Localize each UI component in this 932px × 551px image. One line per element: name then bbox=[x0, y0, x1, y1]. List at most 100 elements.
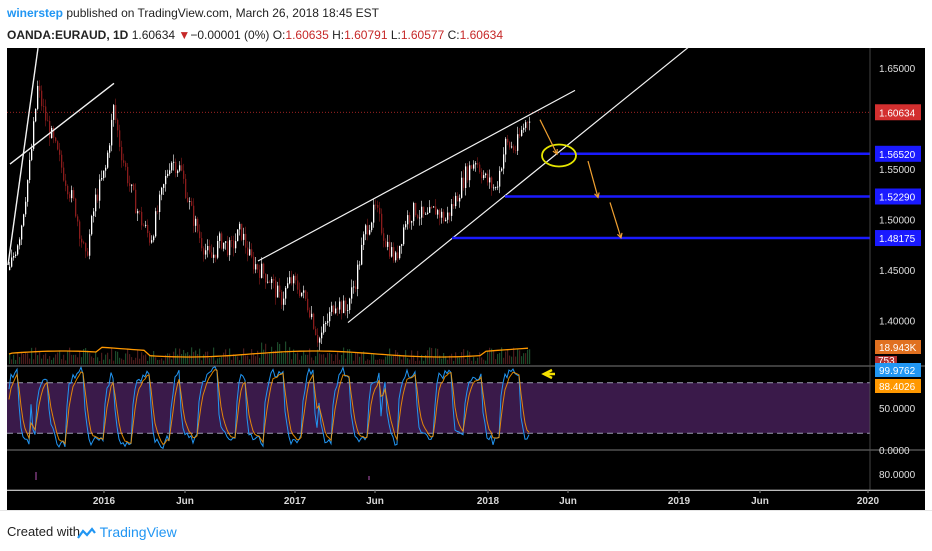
candle-body bbox=[491, 177, 493, 188]
candle-body bbox=[353, 286, 355, 288]
volume-bar bbox=[177, 354, 179, 364]
tradingview-logo[interactable]: TradingView bbox=[76, 524, 177, 540]
candle-body bbox=[37, 85, 39, 109]
candle-body bbox=[499, 170, 501, 187]
candle-body bbox=[183, 170, 185, 179]
volume-bar bbox=[295, 353, 297, 364]
volume-bar bbox=[491, 348, 493, 364]
candle-body bbox=[307, 298, 309, 311]
lower-pane-bar bbox=[35, 472, 37, 480]
candle-body bbox=[249, 249, 251, 256]
volume-bar bbox=[117, 351, 119, 364]
candle-body bbox=[329, 311, 331, 322]
volume-bar bbox=[379, 358, 381, 364]
candle-body bbox=[199, 231, 201, 239]
candle-body bbox=[237, 229, 239, 242]
volume-bar bbox=[317, 349, 319, 364]
candle-body bbox=[469, 165, 471, 181]
volume-bar bbox=[19, 357, 21, 364]
candle-body bbox=[9, 266, 11, 271]
chart-canvas[interactable]: 1.56520 1.52290 1.48175 1.65000 1.55000 1.500… bbox=[0, 48, 932, 510]
volume-tag-2 bbox=[875, 356, 897, 365]
volume-bar bbox=[215, 360, 217, 364]
candle-body bbox=[287, 283, 289, 288]
candle-body bbox=[445, 219, 447, 222]
low-label: L: bbox=[390, 28, 401, 42]
volume-tag-label: 18.943K bbox=[879, 343, 917, 354]
volume-bar bbox=[371, 354, 373, 364]
volume-bar bbox=[521, 356, 523, 364]
projection-arrow bbox=[609, 202, 622, 238]
volume-bar bbox=[85, 348, 87, 364]
candle-body bbox=[207, 246, 209, 251]
volume-bar bbox=[403, 355, 405, 364]
volume-bar bbox=[375, 359, 377, 364]
volume-bar bbox=[67, 351, 69, 364]
volume-bar bbox=[249, 359, 251, 364]
volume-bar bbox=[37, 355, 39, 364]
candle-body bbox=[265, 273, 267, 283]
volume-bar bbox=[159, 359, 161, 364]
volume-bar bbox=[293, 349, 295, 364]
price-tick-label: 1.45000 bbox=[879, 266, 916, 277]
candle-body bbox=[93, 211, 95, 216]
candle-body bbox=[505, 138, 507, 155]
volume-bar bbox=[11, 359, 13, 364]
highlight-ellipse bbox=[541, 143, 577, 168]
volume-bar bbox=[131, 357, 133, 364]
volume-bar bbox=[187, 352, 189, 364]
candle-body bbox=[403, 227, 405, 245]
candle-body bbox=[401, 244, 403, 246]
volume-bar bbox=[409, 359, 411, 364]
candle-body bbox=[91, 216, 93, 235]
volume-bar bbox=[247, 355, 249, 364]
candle-body bbox=[429, 207, 431, 213]
candle-body bbox=[341, 301, 343, 314]
volume-bar bbox=[465, 359, 467, 364]
volume-bar bbox=[467, 350, 469, 364]
created-with-text: Created with bbox=[7, 524, 80, 539]
volume-bar bbox=[97, 357, 99, 364]
volume-bar bbox=[51, 359, 53, 364]
candle-body bbox=[361, 244, 363, 265]
volume-bar bbox=[501, 347, 503, 364]
level-price-tag bbox=[875, 230, 921, 247]
volume-bar bbox=[53, 357, 55, 364]
volume-bar bbox=[115, 351, 117, 364]
volume-bar bbox=[449, 355, 451, 364]
symbol-label[interactable]: OANDA:EURAUD, 1D bbox=[7, 28, 129, 42]
time-tick-label: 2016 bbox=[93, 496, 116, 507]
projection-arrow-head bbox=[616, 232, 623, 239]
volume-bar bbox=[483, 359, 485, 364]
candle-body bbox=[103, 170, 105, 179]
candle-body bbox=[157, 211, 159, 212]
candle-body bbox=[75, 198, 77, 217]
volume-bar bbox=[517, 349, 519, 364]
candle-body bbox=[449, 212, 451, 216]
volume-bar bbox=[411, 350, 413, 364]
candle-body bbox=[455, 195, 457, 207]
stoch-d-tag bbox=[875, 379, 921, 393]
price-tick-label: 1.65000 bbox=[879, 64, 916, 75]
publisher-link[interactable]: winerstep bbox=[7, 6, 64, 20]
volume-bar bbox=[101, 352, 103, 364]
candle-body bbox=[475, 163, 477, 165]
volume-bar bbox=[303, 350, 305, 364]
candle-body bbox=[495, 187, 497, 188]
candle-body bbox=[151, 240, 153, 243]
volume-bar bbox=[31, 347, 33, 364]
ohlc-line: OANDA:EURAUD, 1D 1.60634 ▼−0.00001 (0%) … bbox=[7, 28, 503, 42]
volume-bar bbox=[145, 354, 147, 364]
candle-body bbox=[197, 218, 199, 232]
volume-bar bbox=[35, 347, 37, 364]
drawings-layer bbox=[7, 48, 870, 324]
candle-body bbox=[177, 170, 179, 174]
volume-bar bbox=[387, 354, 389, 364]
candle-body bbox=[89, 234, 91, 256]
volume-bar bbox=[301, 355, 303, 364]
volume-bar bbox=[365, 360, 367, 364]
volume-layer bbox=[8, 341, 531, 364]
volume-bar bbox=[141, 352, 143, 364]
candle-body bbox=[39, 85, 41, 91]
last-price-value: 1.60634 bbox=[131, 28, 176, 42]
